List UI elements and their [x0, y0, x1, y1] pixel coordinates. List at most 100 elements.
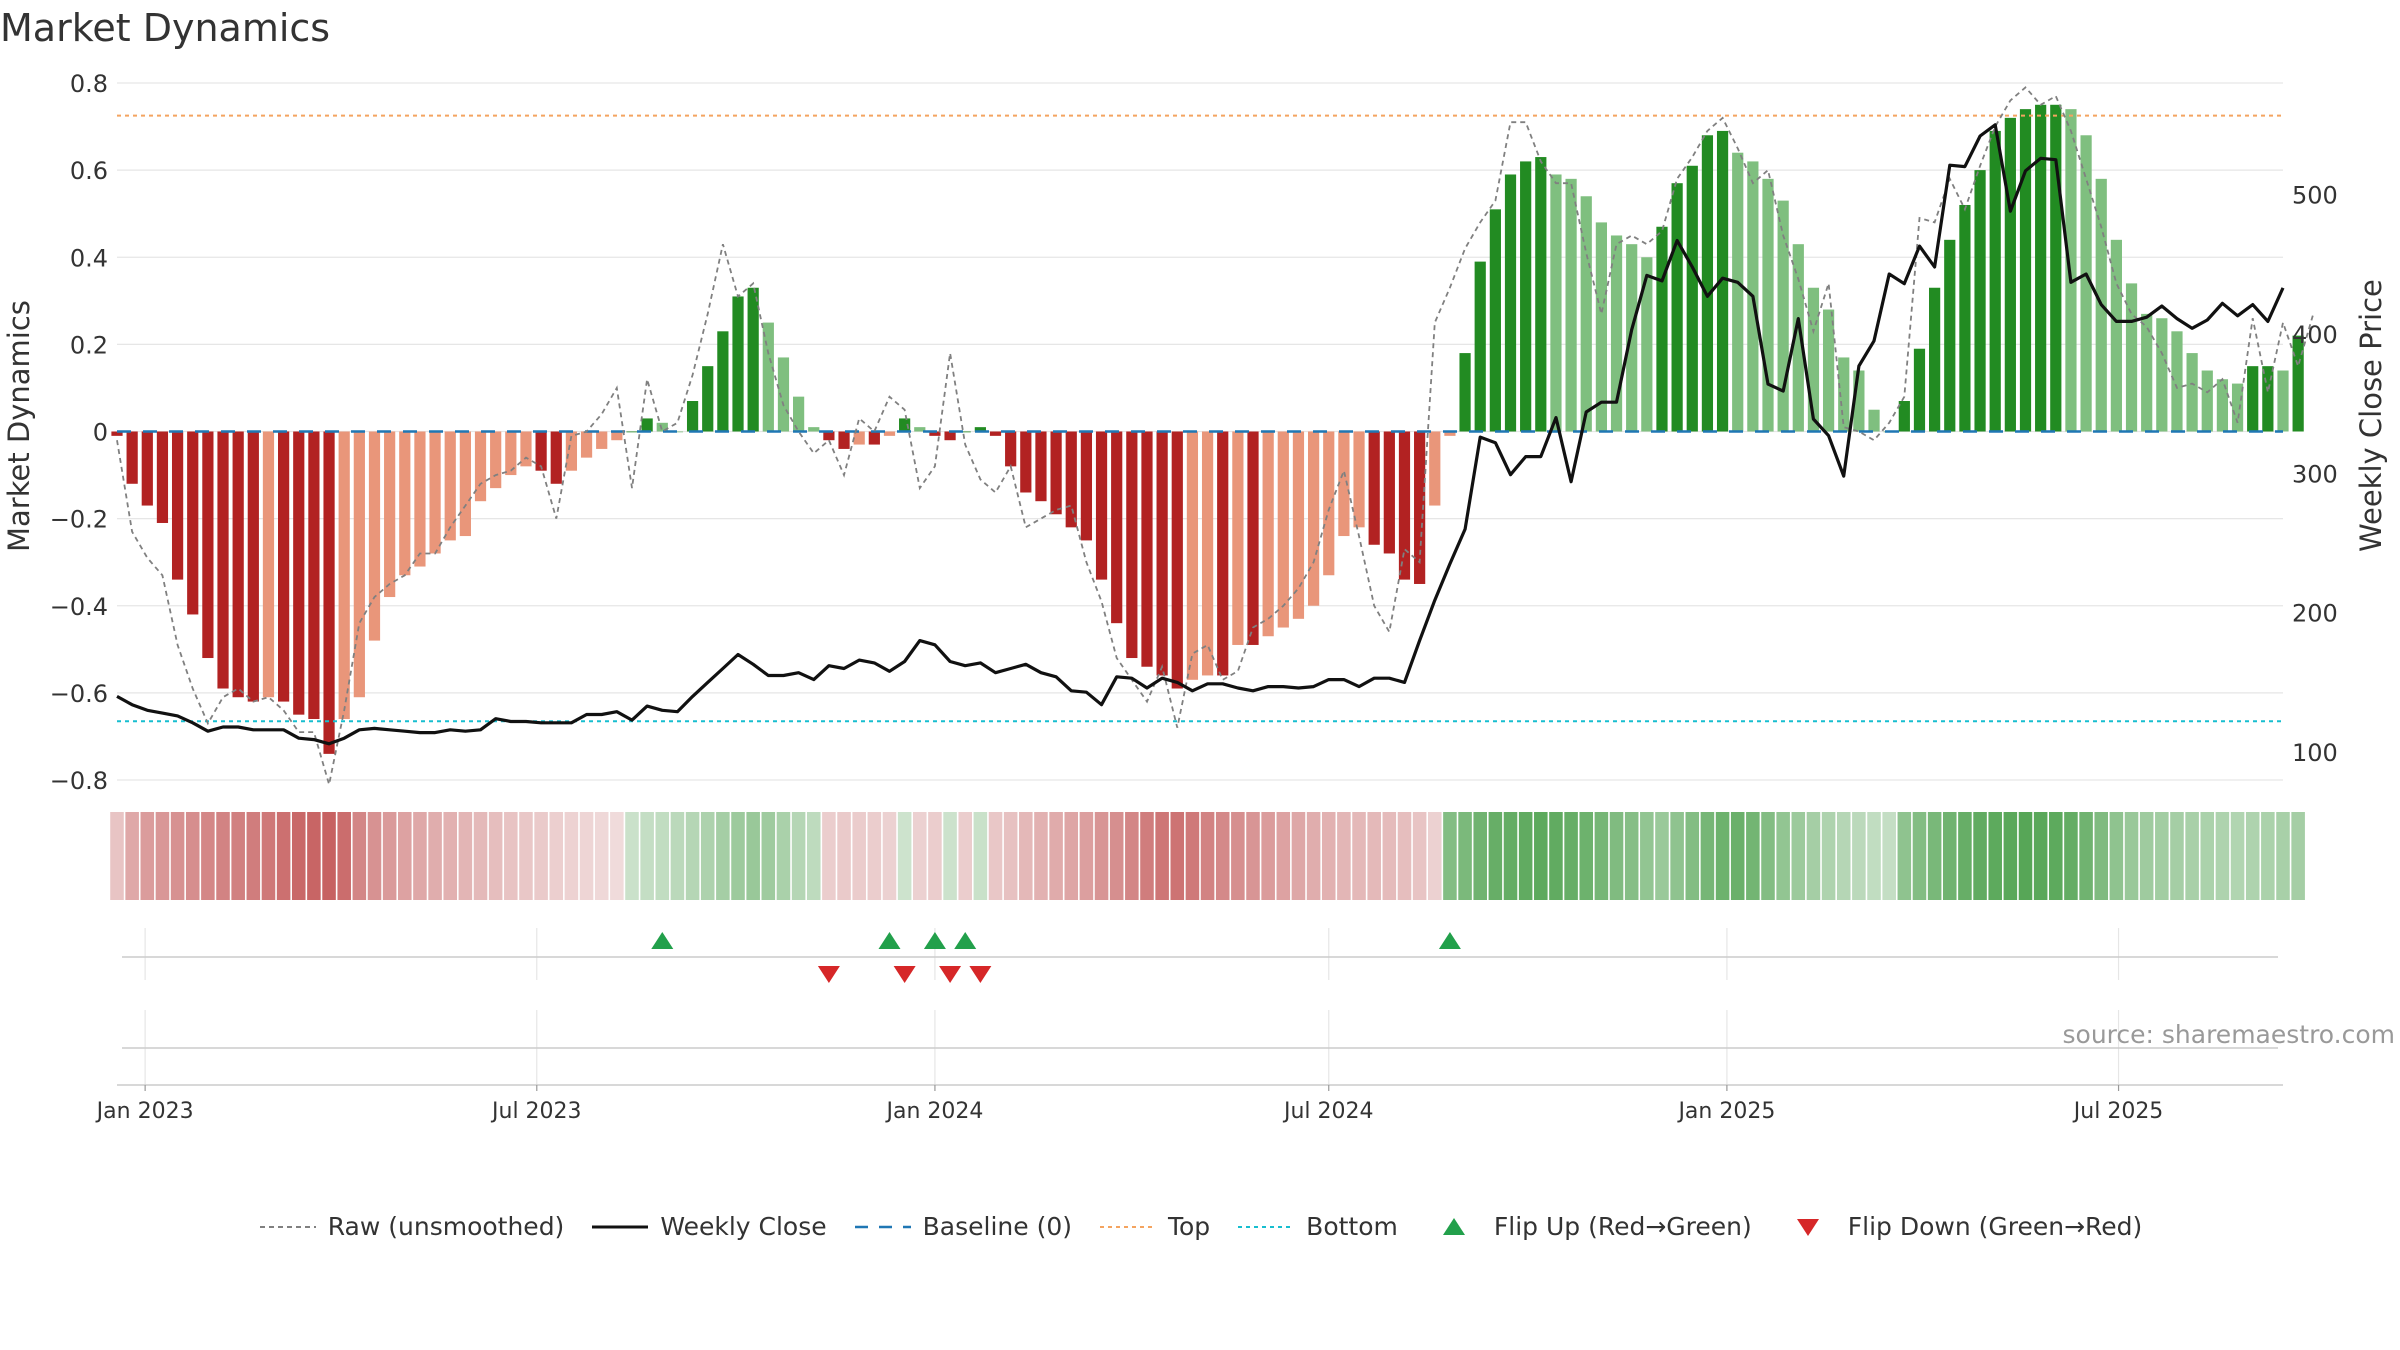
dynamics-bar	[777, 357, 790, 432]
regime-cell	[1140, 812, 1154, 900]
legend-item-flip-down: Flip Down (Green→Red)	[1778, 1212, 2142, 1241]
dynamics-bar	[702, 366, 714, 432]
dynamics-bar	[1565, 178, 1577, 432]
regime-cell	[458, 812, 473, 900]
regime-cell	[1594, 812, 1609, 900]
dynamics-bar	[2171, 331, 2183, 432]
dynamics-bar	[399, 431, 411, 576]
dynamics-bar	[611, 431, 623, 441]
dynamics-bar	[1610, 235, 1623, 432]
regime-cell	[504, 812, 518, 900]
dynamics-bar	[1535, 157, 1547, 432]
regime-cell	[2139, 812, 2154, 900]
y-tick-label: 0.4	[70, 244, 108, 272]
regime-cell	[776, 812, 791, 900]
dynamics-bar	[1626, 244, 1638, 432]
regime-cell	[1367, 812, 1381, 900]
regime-cell	[1276, 812, 1291, 900]
regime-cell	[125, 812, 139, 900]
dynamics-bar	[232, 431, 244, 698]
regime-cell	[1019, 812, 1033, 900]
regime-cell	[1352, 812, 1366, 900]
dynamics-bar	[2080, 135, 2092, 432]
regime-cell	[2003, 812, 2018, 900]
legend-swatch	[1442, 1217, 1465, 1235]
dynamics-bar	[2262, 366, 2274, 432]
dynamics-bar	[141, 431, 153, 506]
legend-item-flip-up: Flip Up (Red→Green)	[1424, 1212, 1752, 1241]
dynamics-bar	[1111, 431, 1123, 624]
regime-cell	[216, 812, 230, 900]
dynamics-bar	[2035, 104, 2047, 432]
dynamics-bar	[1035, 431, 1047, 502]
dynamics-bar	[262, 431, 275, 698]
regime-cell	[1927, 812, 1942, 900]
regime-cell	[852, 812, 866, 900]
regime-cell	[443, 812, 458, 900]
dynamics-bar	[1686, 165, 1698, 432]
flip-down-marker	[817, 966, 840, 983]
dynamics-bar	[293, 431, 305, 715]
x-tick-label: Jul 2023	[490, 1099, 582, 1124]
dynamics-bar	[1232, 431, 1244, 645]
dynamics-bar	[1005, 431, 1017, 467]
dynamics-bar	[2156, 318, 2168, 432]
regime-cell	[413, 812, 427, 900]
regime-cell	[2033, 812, 2048, 900]
regime-cell	[201, 812, 215, 900]
dynamics-bar	[2292, 335, 2304, 432]
regime-cell	[398, 812, 412, 900]
regime-cell	[1200, 812, 1215, 900]
dynamics-bar	[1171, 431, 1183, 689]
dynamics-bar	[2110, 239, 2122, 432]
dynamics-bar	[793, 396, 805, 432]
dynamics-bar	[308, 431, 320, 720]
legend: Raw (unsmoothed) Weekly Close Baseline (0)…	[0, 1212, 2400, 1241]
dynamics-bar	[959, 431, 971, 433]
regime-cell	[1473, 812, 1487, 900]
regime-cell	[2276, 812, 2290, 900]
dynamics-bar	[1201, 431, 1214, 676]
flip-down-marker	[893, 966, 916, 983]
regime-cell	[1109, 812, 1124, 900]
regime-cell	[1549, 812, 1563, 900]
regime-cell	[1261, 812, 1275, 900]
legend-swatch	[854, 1225, 911, 1228]
regime-cell	[2018, 812, 2033, 900]
regime-cell	[897, 812, 912, 900]
flip-down-marker	[939, 966, 962, 983]
regime-cell	[1443, 812, 1457, 900]
dynamics-bar	[338, 431, 350, 720]
regime-cell	[2170, 812, 2184, 900]
dynamics-bar	[1247, 431, 1259, 645]
regime-cell	[610, 812, 624, 900]
dynamics-bar	[717, 331, 729, 432]
regime-cell	[2200, 812, 2215, 900]
dynamics-bar	[1383, 431, 1395, 554]
regime-cell	[307, 812, 321, 900]
regime-cell	[367, 812, 382, 900]
dynamics-bar	[202, 431, 214, 659]
dynamics-bar	[278, 431, 290, 702]
regime-cell	[1882, 812, 1896, 900]
dynamics-bar	[368, 431, 381, 641]
regime-cell	[1064, 812, 1079, 900]
regime-cell	[1458, 812, 1472, 900]
regime-cell	[488, 812, 503, 900]
dynamics-bar	[1292, 431, 1305, 619]
dynamics-bar	[1959, 204, 1971, 432]
regime-cell	[1094, 812, 1109, 900]
y2-tick-label: 100	[2292, 739, 2338, 767]
dynamics-bar	[656, 422, 668, 432]
dynamics-bar	[1444, 431, 1456, 436]
regime-cell	[352, 812, 367, 900]
regime-cell	[1685, 812, 1700, 900]
y2-tick-label: 400	[2292, 321, 2338, 349]
legend-label: Bottom	[1306, 1212, 1398, 1241]
dynamics-bar	[1307, 431, 1320, 606]
legend-item-top: Top	[1098, 1212, 1210, 1241]
x-tick-label: Jul 2024	[1282, 1099, 1374, 1124]
dynamics-bar	[1580, 196, 1592, 432]
regime-cell	[2079, 812, 2093, 900]
dynamics-bar	[187, 431, 199, 615]
